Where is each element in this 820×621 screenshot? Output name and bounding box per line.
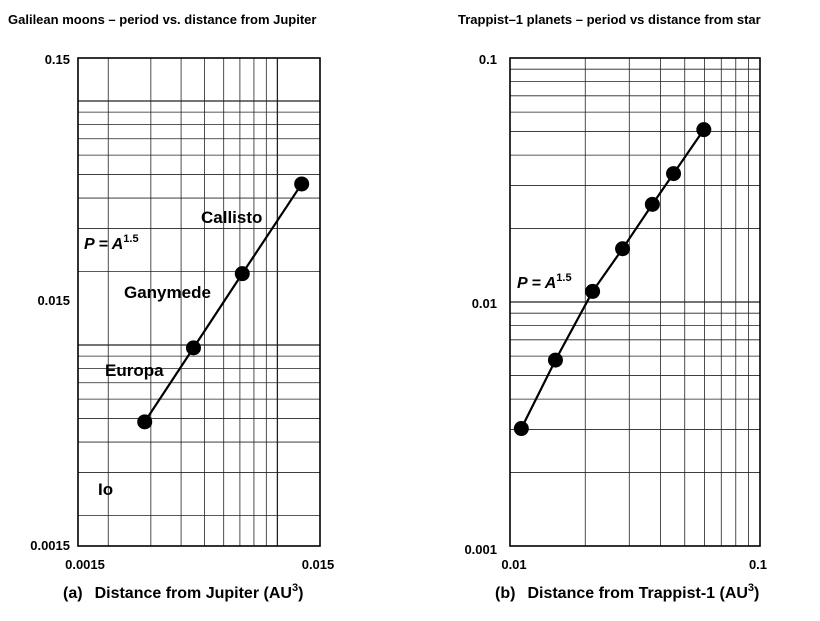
chart-a-y-tick-top: 0.15 xyxy=(45,52,70,67)
chart-a-data-point-2 xyxy=(234,266,250,282)
chart-b-data-point-5 xyxy=(666,166,682,182)
point-label-ganymede: Ganymede xyxy=(124,283,211,302)
chart-a-x-tick-right: 0.015 xyxy=(302,557,335,572)
chart-a-data-point-0 xyxy=(137,414,153,430)
chart-a-x-tick-left: 0.0015 xyxy=(65,557,105,572)
chart-galilean-moons: Galilean moons – period vs. distance fro… xyxy=(8,12,334,602)
chart-a-plot-frame xyxy=(77,57,321,547)
chart-b-y-tick-top: 0.1 xyxy=(479,52,497,67)
chart-a-formula: P = A1.5 xyxy=(84,233,139,253)
chart-a-y-tick-bottom: 0.0015 xyxy=(30,538,70,553)
chart-b-x-tick-right: 0.1 xyxy=(749,557,767,572)
chart-b-x-axis-label: (b) Distance from Trappist-1 (AU3) xyxy=(495,582,759,602)
chart-a-data-point-1 xyxy=(185,340,201,356)
chart-a-data-point-3 xyxy=(294,176,310,192)
chart-a-grid xyxy=(78,58,320,546)
chart-b-y-tick-bottom: 0.001 xyxy=(464,542,497,557)
chart-b-title: Trappist–1 planets – period vs distance … xyxy=(458,12,761,27)
point-label-io: Io xyxy=(98,480,113,499)
chart-a-trend-line xyxy=(143,183,303,423)
chart-b-plot-frame xyxy=(509,57,761,547)
chart-b-x-tick-left: 0.01 xyxy=(501,557,526,572)
chart-a-points xyxy=(137,176,310,430)
chart-b-data-point-1 xyxy=(547,352,563,368)
chart-b-data-point-2 xyxy=(585,283,601,299)
chart-a-y-tick-mid: 0.015 xyxy=(37,293,70,308)
chart-b-data-point-6 xyxy=(696,122,712,138)
point-label-europa: Europa xyxy=(105,361,164,380)
chart-b-data-point-3 xyxy=(615,241,631,257)
chart-trappist-1: Trappist–1 planets – period vs distance … xyxy=(458,12,767,602)
point-label-callisto: Callisto xyxy=(201,208,262,227)
chart-a-x-axis-label: (a) Distance from Jupiter (AU3) xyxy=(63,582,303,602)
chart-b-y-tick-mid: 0.01 xyxy=(472,296,497,311)
chart-b-grid xyxy=(510,58,760,546)
chart-b-formula: P = A1.5 xyxy=(517,272,572,292)
chart-b-points xyxy=(513,122,712,437)
chart-b-data-point-4 xyxy=(644,196,660,212)
chart-b-data-point-0 xyxy=(513,421,529,437)
chart-a-title: Galilean moons – period vs. distance fro… xyxy=(8,12,316,27)
